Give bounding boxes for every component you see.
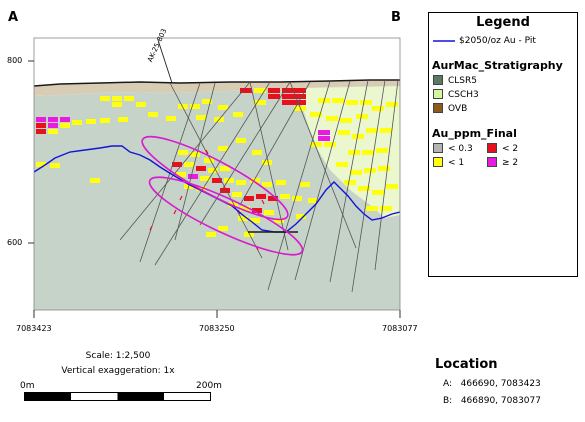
- legend-panel: Legend $2050/oz Au - Pit AurMac_Stratigr…: [428, 12, 578, 277]
- scale-bar-end-label: 200m: [196, 381, 222, 391]
- topography-line: [34, 79, 400, 87]
- grade-ge2-swatch: [487, 156, 497, 167]
- drill-holes: [119, 79, 399, 293]
- legend-clsr5: CLSR5: [433, 74, 477, 87]
- northing-label-mid: 7083250: [199, 324, 235, 333]
- section-label-b: B: [391, 10, 401, 25]
- legend-grade-lt03: < 0.3: [433, 142, 473, 155]
- legend-pit-item: $2050/oz Au - Pit: [433, 35, 536, 47]
- location-b-label: B:: [443, 396, 453, 406]
- pit-line-swatch: [433, 39, 455, 42]
- scale-ratio: Scale: 1:2,500: [85, 351, 151, 361]
- stratigraphy-heading: AurMac_Stratigraphy: [432, 59, 563, 72]
- northing-label-left: 7083423: [16, 324, 52, 333]
- northing-label-right: 7083077: [382, 324, 418, 333]
- cross-section-map: [28, 37, 401, 318]
- location-a-value: 466690, 7083423: [460, 379, 541, 389]
- clsr5-swatch: [433, 74, 443, 85]
- elevation-label-800: 800: [7, 56, 23, 65]
- legend-ovb: OVB: [433, 102, 468, 115]
- elevation-label-600: 600: [7, 238, 23, 247]
- location-a-label: A:: [443, 379, 453, 389]
- legend-pit-label: $2050/oz Au - Pit: [459, 36, 536, 46]
- grade-lt1-swatch: [433, 156, 443, 167]
- ovb-swatch: [433, 102, 443, 113]
- legend-csch3: CSCH3: [433, 88, 479, 101]
- grade-ge2-label: ≥ 2: [502, 158, 519, 168]
- scale-bar: [24, 392, 211, 401]
- grade-heading: Au_ppm_Final: [432, 127, 517, 140]
- ore-zone-outline-upper: [141, 135, 289, 221]
- scale-bar-start-label: 0m: [20, 381, 35, 391]
- ovb-label: OVB: [448, 104, 468, 114]
- legend-grade-lt1: < 1: [433, 156, 465, 169]
- grade-lt2-label: < 2: [502, 144, 519, 154]
- legend-title: Legend: [476, 15, 530, 30]
- legend-grade-ge2: ≥ 2: [487, 156, 519, 169]
- grade-lt2-swatch: [487, 142, 497, 153]
- grade-lt03-swatch: [433, 142, 443, 153]
- grade-lt03-label: < 0.3: [448, 144, 473, 154]
- clsr5-label: CLSR5: [448, 76, 477, 86]
- vertical-exaggeration: Vertical exaggeration: 1x: [61, 366, 175, 376]
- section-label-a: A: [8, 10, 19, 25]
- location-b-value: 466890, 7083077: [460, 396, 541, 406]
- legend-grade-lt2: < 2: [487, 142, 519, 155]
- drillhole-collar-line: [157, 39, 173, 84]
- ore-zone-outline-lower: [148, 176, 304, 256]
- csch3-label: CSCH3: [448, 90, 479, 100]
- csch3-swatch: [433, 88, 443, 99]
- location-a-row: A: 466690, 7083423: [443, 379, 541, 389]
- grade-lt1-label: < 1: [448, 158, 465, 168]
- location-b-row: B: 466890, 7083077: [443, 396, 541, 406]
- location-title: Location: [435, 357, 498, 372]
